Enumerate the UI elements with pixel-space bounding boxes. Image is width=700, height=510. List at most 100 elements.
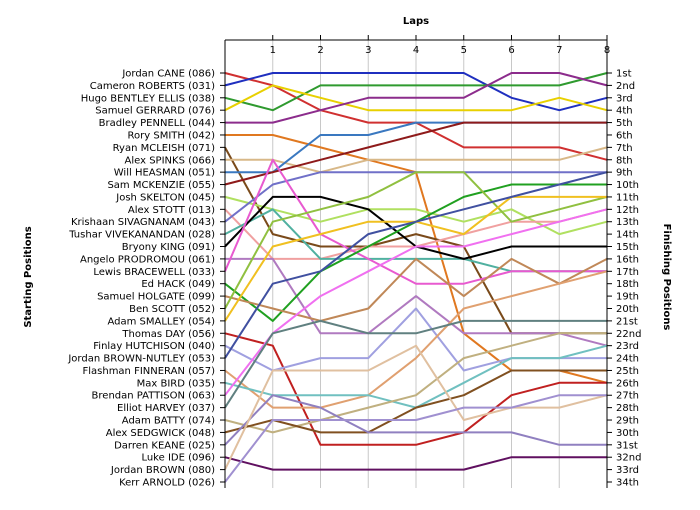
start-label-3: Hugo BENTLEY ELLIS (038) — [81, 93, 215, 104]
start-label-2: Cameron ROBERTS (031) — [90, 81, 215, 92]
finish-label-13: 13th — [616, 217, 639, 228]
start-label-4: Samuel GERRARD (076) — [95, 106, 215, 117]
start-label-18: Ed HACK (049) — [141, 279, 215, 290]
y-axis-label-right: Finishing Positions — [661, 224, 672, 331]
finish-label-15: 15th — [616, 242, 639, 253]
start-label-6: Rory SMITH (042) — [128, 130, 216, 141]
finish-label-34: 34th — [616, 478, 639, 489]
finish-label-25: 25th — [616, 366, 639, 377]
start-label-8: Alex SPINKS (066) — [125, 155, 216, 166]
series-line-5 — [225, 72, 608, 124]
finish-label-20: 20th — [616, 304, 639, 315]
finish-label-28: 28th — [616, 403, 639, 414]
x-tick-label-2: 2 — [317, 45, 323, 56]
start-label-23: Finlay HUTCHISON (040) — [93, 341, 215, 352]
finish-label-2: 2nd — [616, 81, 635, 92]
series-line-31 — [224, 394, 607, 446]
start-label-11: Josh SKELTON (045) — [115, 192, 215, 203]
start-label-24: Jordan BROWN-NUTLEY (053) — [67, 354, 215, 365]
start-label-31: Darren KEANE (025) — [114, 440, 215, 451]
start-label-28: Elliot HARVEY (037) — [117, 403, 215, 414]
finish-label-10: 10th — [616, 180, 639, 191]
start-label-32: Luke IDE (096) — [141, 453, 215, 464]
series-line-10 — [224, 121, 607, 186]
grid-layer — [272, 40, 608, 488]
x-tick-label-4: 4 — [413, 45, 419, 56]
series-line-32 — [224, 456, 607, 471]
finish-label-17: 17th — [616, 267, 639, 278]
series-line-29 — [224, 332, 607, 434]
series-line-28 — [224, 319, 607, 409]
series-line-20 — [224, 171, 608, 309]
finish-label-9: 9th — [616, 168, 633, 179]
start-label-26: Max BIRD (035) — [137, 378, 215, 389]
finish-label-31: 31st — [616, 440, 638, 451]
finish-label-16: 16th — [616, 254, 639, 265]
x-tick-label-6: 6 — [508, 45, 514, 56]
start-label-22: Thomas DAY (056) — [121, 329, 215, 340]
finish-label-27: 27th — [616, 391, 639, 402]
finish-label-11: 11th — [616, 192, 639, 203]
x-tick-label-5: 5 — [461, 45, 467, 56]
start-label-20: Ben SCOTT (052) — [129, 304, 215, 315]
finish-label-5: 5th — [616, 118, 633, 129]
series-line-16 — [225, 257, 608, 347]
start-label-17: Lewis BRACEWELL (033) — [93, 267, 215, 278]
series-line-25 — [224, 270, 608, 409]
series-line-27 — [224, 208, 608, 396]
finish-label-32: 32nd — [616, 453, 641, 464]
series-layer — [224, 72, 608, 483]
finish-label-18: 18th — [616, 279, 639, 290]
finish-label-30: 30th — [616, 428, 639, 439]
start-label-16: Angelo PRODROMOU (061) — [80, 254, 215, 265]
start-label-13: Krishaan SIVAGNANAM (043) — [71, 217, 215, 228]
start-label-19: Samuel HOLGATE (099) — [97, 292, 215, 303]
series-line-17 — [224, 158, 607, 285]
finish-label-6: 6th — [616, 130, 633, 141]
start-label-21: Adam SMALLEY (054) — [107, 316, 215, 327]
finish-label-14: 14th — [616, 230, 639, 241]
series-line-34 — [224, 394, 607, 483]
series-line-30 — [224, 369, 607, 434]
x-tick-label-1: 1 — [270, 45, 276, 56]
start-label-33: Jordan BROWN (080) — [110, 465, 215, 476]
start-label-10: Sam MCKENZIE (055) — [107, 180, 215, 191]
finish-label-23: 23rd — [616, 341, 639, 352]
start-label-14: Tushar VIVEKANANDAN (028) — [68, 230, 215, 241]
finish-label-21: 21st — [616, 316, 638, 327]
finish-label-1: 1st — [616, 69, 632, 80]
start-label-30: Alex SEDGWICK (048) — [106, 428, 215, 439]
start-label-27: Brendan PATTISON (063) — [92, 391, 216, 402]
x-tick-label-8: 8 — [604, 45, 610, 56]
finish-label-8: 8th — [616, 155, 633, 166]
start-label-34: Kerr ARNOLD (026) — [119, 478, 215, 489]
start-label-7: Ryan MCLEISH (071) — [113, 143, 215, 154]
finish-label-4: 4th — [616, 106, 633, 117]
y-axis-label-left: Starting Positions — [23, 226, 34, 327]
series-line-2 — [224, 72, 608, 112]
axis-layer: 1 2 3 4 5 6 7 8 Jordan CANE (086)Cameron ROBERTS… — [67, 35, 641, 489]
series-line-22 — [224, 332, 607, 446]
series-line-19 — [224, 257, 608, 322]
series-line-4 — [224, 84, 608, 112]
finish-label-33: 33rd — [616, 465, 639, 476]
finish-label-26: 26th — [616, 378, 639, 389]
start-label-9: Will HEASMAN (051) — [114, 168, 215, 179]
finish-label-19: 19th — [616, 292, 639, 303]
finish-label-12: 12th — [616, 205, 639, 216]
chart-title: Laps — [403, 16, 429, 27]
start-label-5: Bradley PENNELL (044) — [99, 118, 215, 129]
finish-label-7: 7th — [616, 143, 633, 154]
start-label-15: Bryony KING (091) — [122, 242, 215, 253]
series-line-8 — [225, 146, 608, 174]
start-label-29: Adam BATTY (074) — [122, 416, 215, 427]
start-label-1: Jordan CANE (086) — [121, 69, 215, 80]
series-line-3 — [224, 72, 608, 112]
start-label-12: Alex STOTT (013) — [128, 205, 215, 216]
start-label-25: Flashman FINNERAN (057) — [82, 366, 215, 377]
finish-label-24: 24th — [616, 354, 639, 365]
finish-label-29: 29th — [616, 416, 639, 427]
x-tick-label-7: 7 — [556, 45, 562, 56]
